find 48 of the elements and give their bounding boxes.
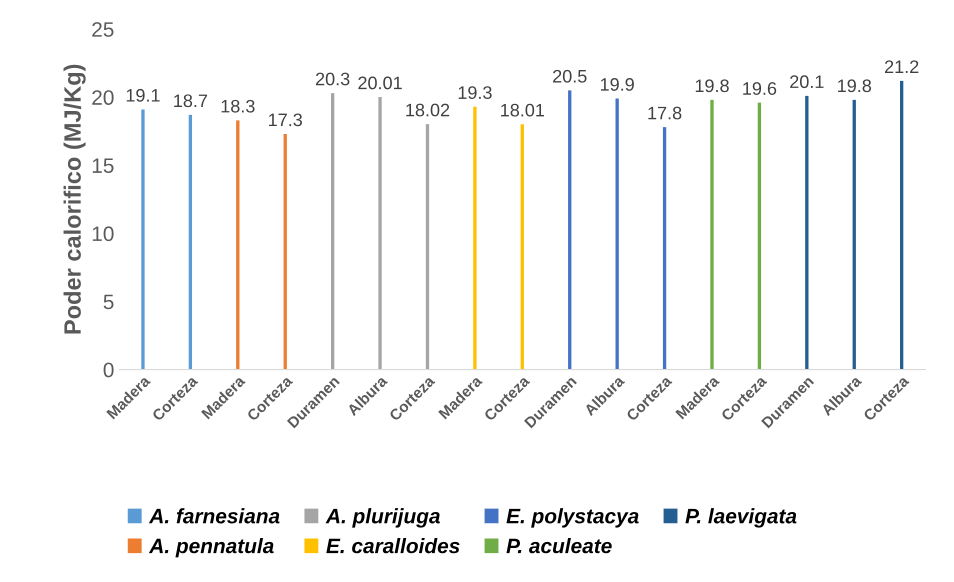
y-tick-label: 5 <box>104 294 114 310</box>
bar <box>710 100 714 370</box>
legend-label: P. laevigata <box>685 508 796 528</box>
bar <box>426 124 430 370</box>
y-axis-title: Poder calorifico (MJ/Kg) <box>64 64 86 334</box>
legend-label: A. plurijuga <box>326 508 440 528</box>
data-label: 19.9 <box>600 78 634 91</box>
y-tick-label: 0 <box>104 362 114 378</box>
data-label: 18.01 <box>501 104 544 117</box>
data-label: 19.8 <box>838 79 872 92</box>
data-label: 20.5 <box>553 70 587 83</box>
legend-label: A. farnesiana <box>148 508 280 524</box>
data-label: 20.01 <box>358 76 402 90</box>
bar <box>900 80 904 370</box>
bar <box>615 98 619 370</box>
data-label: 21.2 <box>885 60 918 73</box>
legend-label: E. caralloides <box>326 538 460 554</box>
data-label: 19.8 <box>696 79 729 92</box>
bar <box>330 93 334 370</box>
bar <box>805 96 808 370</box>
data-label: 18.7 <box>174 94 208 108</box>
y-tick-label: 25 <box>92 22 114 37</box>
data-label: 19.6 <box>743 82 776 95</box>
data-label: 18.02 <box>406 104 450 116</box>
legend-label: A. pennatula <box>148 538 274 558</box>
data-label: 20.1 <box>790 75 824 88</box>
data-label: 18.3 <box>222 100 255 113</box>
legend-label: P. aculeate <box>506 538 612 554</box>
bar <box>284 134 287 370</box>
data-label: 19.1 <box>126 88 160 102</box>
data-label: 19.3 <box>458 86 492 99</box>
data-label: 17.8 <box>648 106 682 120</box>
bar <box>236 120 240 370</box>
bar <box>378 97 382 370</box>
bar <box>568 90 572 370</box>
y-tick-label: 20 <box>92 90 114 105</box>
y-tick-label: 10 <box>92 226 114 242</box>
data-label: 17.3 <box>269 113 302 126</box>
bar <box>852 100 856 370</box>
bar <box>662 127 666 370</box>
bar <box>473 106 477 370</box>
bar <box>758 102 762 370</box>
legend-label: E. polystacya <box>506 508 639 528</box>
y-tick-label: 15 <box>92 158 114 174</box>
bar <box>188 114 192 370</box>
bar <box>141 109 145 370</box>
bar <box>520 124 524 370</box>
data-label: 20.3 <box>316 72 350 86</box>
